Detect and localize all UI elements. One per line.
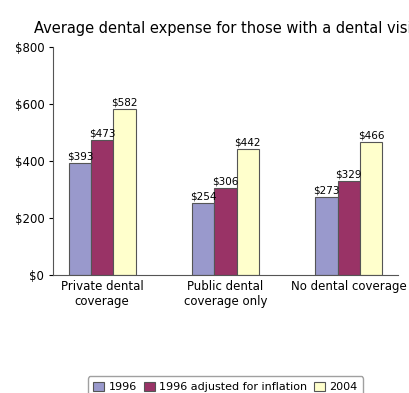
Bar [113, 109, 135, 275]
Bar [192, 203, 214, 275]
Text: $473: $473 [89, 129, 115, 139]
Legend: 1996, 1996 adjusted for inflation, 2004: 1996, 1996 adjusted for inflation, 2004 [88, 376, 362, 393]
Text: $254: $254 [190, 191, 216, 201]
Title: Average dental expense for those with a dental visit: Average dental expense for those with a … [34, 21, 409, 36]
Text: $329: $329 [335, 170, 361, 180]
Text: $393: $393 [67, 151, 93, 162]
Bar [359, 142, 381, 275]
Bar [236, 149, 258, 275]
Bar [337, 181, 359, 275]
Text: $466: $466 [357, 130, 383, 141]
Text: $582: $582 [111, 97, 137, 108]
Text: $273: $273 [312, 185, 339, 196]
Text: $442: $442 [234, 138, 260, 147]
Bar [315, 197, 337, 275]
Bar [91, 140, 113, 275]
Text: $306: $306 [212, 176, 238, 186]
Bar [214, 188, 236, 275]
Bar [69, 163, 91, 275]
